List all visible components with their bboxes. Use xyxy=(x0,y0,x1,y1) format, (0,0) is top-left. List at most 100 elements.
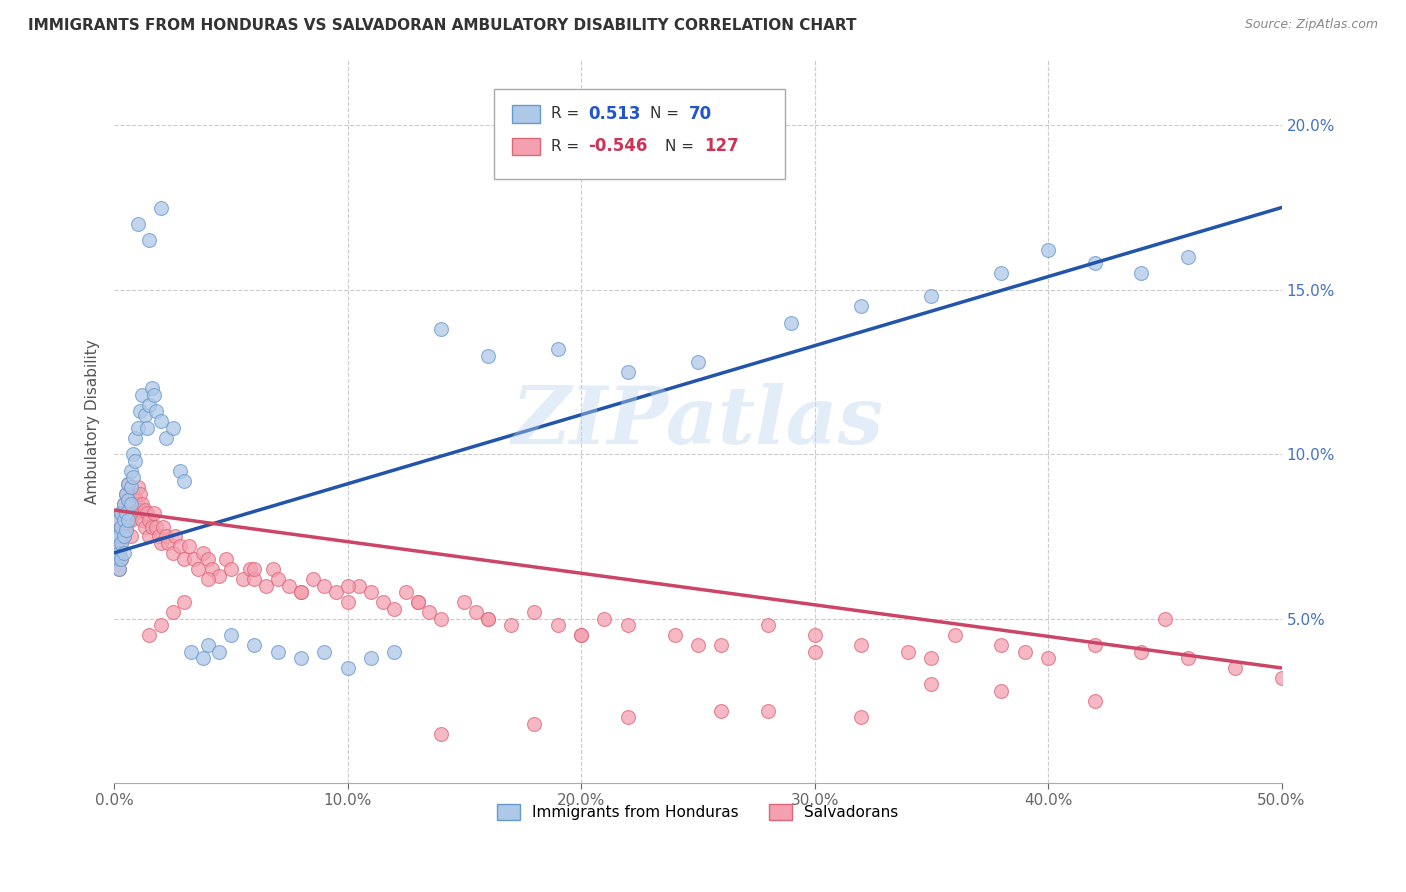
Immigrants from Honduras xyxy=(1084,256,1107,270)
Salvadorans xyxy=(990,684,1012,698)
Immigrants from Honduras xyxy=(191,651,214,665)
Salvadorans xyxy=(382,601,405,615)
Salvadorans xyxy=(197,572,219,586)
Immigrants from Honduras xyxy=(120,464,142,478)
Immigrants from Honduras xyxy=(547,342,569,356)
Salvadorans xyxy=(254,579,277,593)
Salvadorans xyxy=(243,572,266,586)
Salvadorans xyxy=(173,595,195,609)
Immigrants from Honduras xyxy=(208,644,231,658)
Immigrants from Honduras xyxy=(266,644,288,658)
Salvadorans xyxy=(430,727,453,741)
Salvadorans xyxy=(128,486,150,500)
Immigrants from Honduras xyxy=(117,476,139,491)
Immigrants from Honduras xyxy=(155,431,177,445)
Salvadorans xyxy=(115,486,138,500)
Salvadorans xyxy=(152,519,174,533)
Text: R =: R = xyxy=(551,106,583,121)
Salvadorans xyxy=(131,496,153,510)
Salvadorans xyxy=(163,529,186,543)
Immigrants from Honduras xyxy=(149,414,172,428)
Immigrants from Honduras xyxy=(112,546,135,560)
Salvadorans xyxy=(117,513,139,527)
Immigrants from Honduras xyxy=(686,355,709,369)
Salvadorans xyxy=(990,638,1012,652)
Text: -0.546: -0.546 xyxy=(588,137,648,155)
Salvadorans xyxy=(162,605,184,619)
Salvadorans xyxy=(110,519,132,533)
Salvadorans xyxy=(1036,651,1059,665)
Immigrants from Honduras xyxy=(219,628,242,642)
Salvadorans xyxy=(664,628,686,642)
Immigrants from Honduras xyxy=(120,496,142,510)
Salvadorans xyxy=(120,513,142,527)
Salvadorans xyxy=(756,618,779,632)
Text: N =: N = xyxy=(650,106,683,121)
Immigrants from Honduras xyxy=(336,661,359,675)
Salvadorans xyxy=(262,562,284,576)
Salvadorans xyxy=(314,579,336,593)
Salvadorans xyxy=(395,585,418,599)
Salvadorans xyxy=(349,579,371,593)
Salvadorans xyxy=(110,536,132,550)
Salvadorans xyxy=(617,618,640,632)
Salvadorans xyxy=(105,529,128,543)
Salvadorans xyxy=(756,704,779,718)
Salvadorans xyxy=(501,618,523,632)
Immigrants from Honduras xyxy=(851,299,873,313)
Salvadorans xyxy=(173,552,195,566)
Immigrants from Honduras xyxy=(112,513,135,527)
Salvadorans xyxy=(686,638,709,652)
Immigrants from Honduras xyxy=(121,470,143,484)
Immigrants from Honduras xyxy=(135,421,157,435)
Salvadorans xyxy=(360,585,382,599)
Salvadorans xyxy=(1014,644,1036,658)
Salvadorans xyxy=(453,595,475,609)
Salvadorans xyxy=(105,552,128,566)
Immigrants from Honduras xyxy=(1036,244,1059,258)
Immigrants from Honduras xyxy=(108,529,131,543)
Salvadorans xyxy=(156,536,179,550)
Immigrants from Honduras xyxy=(142,388,165,402)
Salvadorans xyxy=(145,519,167,533)
Salvadorans xyxy=(897,644,920,658)
Immigrants from Honduras xyxy=(124,454,146,468)
Salvadorans xyxy=(121,486,143,500)
Salvadorans xyxy=(617,710,640,724)
Salvadorans xyxy=(406,595,429,609)
Salvadorans xyxy=(1084,694,1107,708)
Immigrants from Honduras xyxy=(149,201,172,215)
Salvadorans xyxy=(120,529,142,543)
Salvadorans xyxy=(215,552,238,566)
FancyBboxPatch shape xyxy=(512,105,540,122)
Immigrants from Honduras xyxy=(115,507,138,521)
Salvadorans xyxy=(117,493,139,508)
Immigrants from Honduras xyxy=(1130,266,1153,280)
Text: IMMIGRANTS FROM HONDURAS VS SALVADORAN AMBULATORY DISABILITY CORRELATION CHART: IMMIGRANTS FROM HONDURAS VS SALVADORAN A… xyxy=(28,18,856,33)
Immigrants from Honduras xyxy=(382,644,405,658)
Immigrants from Honduras xyxy=(430,322,453,336)
Salvadorans xyxy=(128,503,150,517)
Salvadorans xyxy=(108,513,131,527)
Immigrants from Honduras xyxy=(127,421,149,435)
Salvadorans xyxy=(121,503,143,517)
Salvadorans xyxy=(569,628,592,642)
Salvadorans xyxy=(124,507,146,521)
Salvadorans xyxy=(120,496,142,510)
Salvadorans xyxy=(803,644,825,658)
Salvadorans xyxy=(418,605,440,619)
Salvadorans xyxy=(108,529,131,543)
Salvadorans xyxy=(547,618,569,632)
Immigrants from Honduras xyxy=(173,474,195,488)
Immigrants from Honduras xyxy=(108,513,131,527)
Salvadorans xyxy=(110,552,132,566)
Salvadorans xyxy=(1153,612,1175,626)
Salvadorans xyxy=(371,595,394,609)
Immigrants from Honduras xyxy=(121,447,143,461)
Salvadorans xyxy=(336,579,359,593)
Immigrants from Honduras xyxy=(145,404,167,418)
Immigrants from Honduras xyxy=(243,638,266,652)
Salvadorans xyxy=(710,638,733,652)
Salvadorans xyxy=(148,529,170,543)
Salvadorans xyxy=(141,519,163,533)
